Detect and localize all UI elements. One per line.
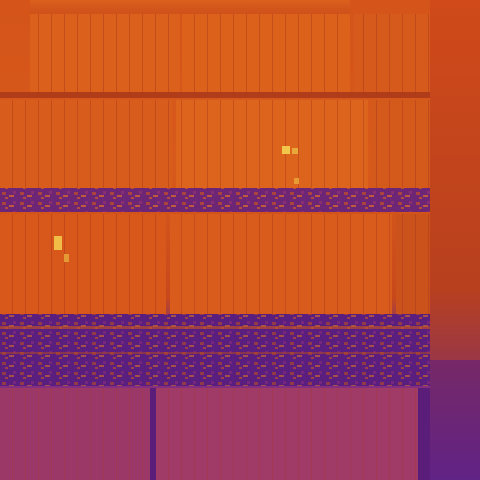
- panel-row-4: [0, 388, 430, 480]
- panel-row-2: [0, 100, 430, 188]
- hotspot: [64, 254, 69, 262]
- hotspot: [54, 236, 62, 250]
- right-edge-shadow: [430, 360, 480, 480]
- vegetation-strip-2: [0, 314, 430, 386]
- hotspot: [292, 148, 298, 154]
- panel-row-1: [0, 0, 430, 98]
- vegetation-strip-1: [0, 188, 430, 212]
- hotspot: [294, 178, 299, 184]
- hotspot: [282, 146, 290, 154]
- panel-row-3: [0, 214, 430, 314]
